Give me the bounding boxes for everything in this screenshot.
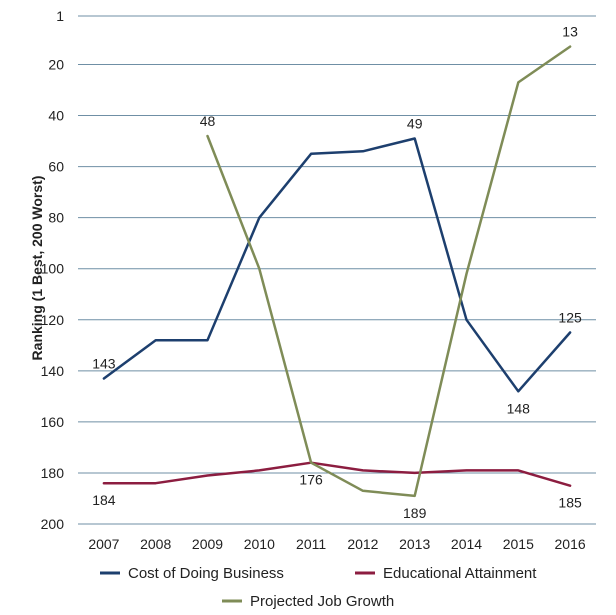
data-label: 185 bbox=[558, 495, 582, 511]
y-tick-label: 20 bbox=[48, 57, 64, 73]
series-line-projected-job-growth bbox=[206, 45, 572, 498]
legend-label: Cost of Doing Business bbox=[128, 565, 284, 582]
data-labels: 143 49 148 125 184 185 48 176 189 13 bbox=[92, 24, 582, 521]
x-axis-ticks: 2007 2008 2009 2010 2011 2012 2013 2014 2015 2016 bbox=[88, 536, 586, 552]
gridlines bbox=[78, 15, 596, 525]
y-tick-label: 60 bbox=[48, 159, 64, 175]
y-tick-label: 140 bbox=[41, 363, 65, 379]
y-tick-label: 180 bbox=[41, 465, 65, 481]
legend: Cost of Doing Business Educational Attain… bbox=[100, 565, 537, 610]
legend-item-projected-job-growth: Projected Job Growth bbox=[222, 593, 394, 610]
data-label: 184 bbox=[92, 492, 116, 508]
y-tick-label: 200 bbox=[41, 516, 65, 532]
x-tick-label: 2010 bbox=[244, 536, 275, 552]
series-lines bbox=[102, 45, 572, 498]
legend-label: Educational Attainment bbox=[383, 565, 537, 582]
series-line-educational-attainment bbox=[102, 461, 572, 487]
y-axis-label: Ranking (1 Best, 200 Worst) bbox=[29, 176, 45, 361]
data-label: 148 bbox=[507, 400, 531, 416]
y-tick-label: 1 bbox=[56, 8, 64, 24]
y-tick-label: 40 bbox=[48, 108, 64, 124]
y-tick-label: 80 bbox=[48, 210, 64, 226]
data-label: 176 bbox=[299, 472, 323, 488]
y-tick-label: 160 bbox=[41, 414, 65, 430]
x-tick-label: 2014 bbox=[451, 536, 482, 552]
y-tick-label: 100 bbox=[41, 261, 65, 277]
x-tick-label: 2008 bbox=[140, 536, 171, 552]
series-line-cost-of-doing-business bbox=[102, 137, 572, 393]
legend-label: Projected Job Growth bbox=[250, 593, 394, 610]
x-tick-label: 2013 bbox=[399, 536, 430, 552]
data-label: 125 bbox=[558, 310, 582, 326]
data-label: 48 bbox=[200, 113, 216, 129]
x-tick-label: 2011 bbox=[296, 536, 326, 552]
y-tick-label: 120 bbox=[41, 312, 65, 328]
data-label: 143 bbox=[92, 355, 116, 371]
data-label: 13 bbox=[562, 24, 578, 40]
x-tick-label: 2009 bbox=[192, 536, 223, 552]
x-tick-label: 2012 bbox=[347, 536, 378, 552]
x-tick-label: 2007 bbox=[88, 536, 119, 552]
x-tick-label: 2015 bbox=[503, 536, 534, 552]
data-label: 49 bbox=[407, 116, 423, 132]
legend-item-educational-attainment: Educational Attainment bbox=[355, 565, 537, 582]
legend-item-cost-of-doing-business: Cost of Doing Business bbox=[100, 565, 284, 582]
x-tick-label: 2016 bbox=[555, 536, 586, 552]
data-label: 189 bbox=[403, 505, 427, 521]
